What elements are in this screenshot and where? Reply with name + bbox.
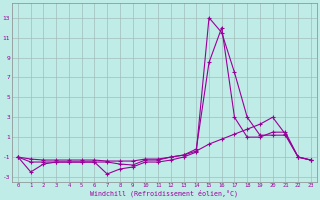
X-axis label: Windchill (Refroidissement éolien,°C): Windchill (Refroidissement éolien,°C) bbox=[91, 190, 238, 197]
